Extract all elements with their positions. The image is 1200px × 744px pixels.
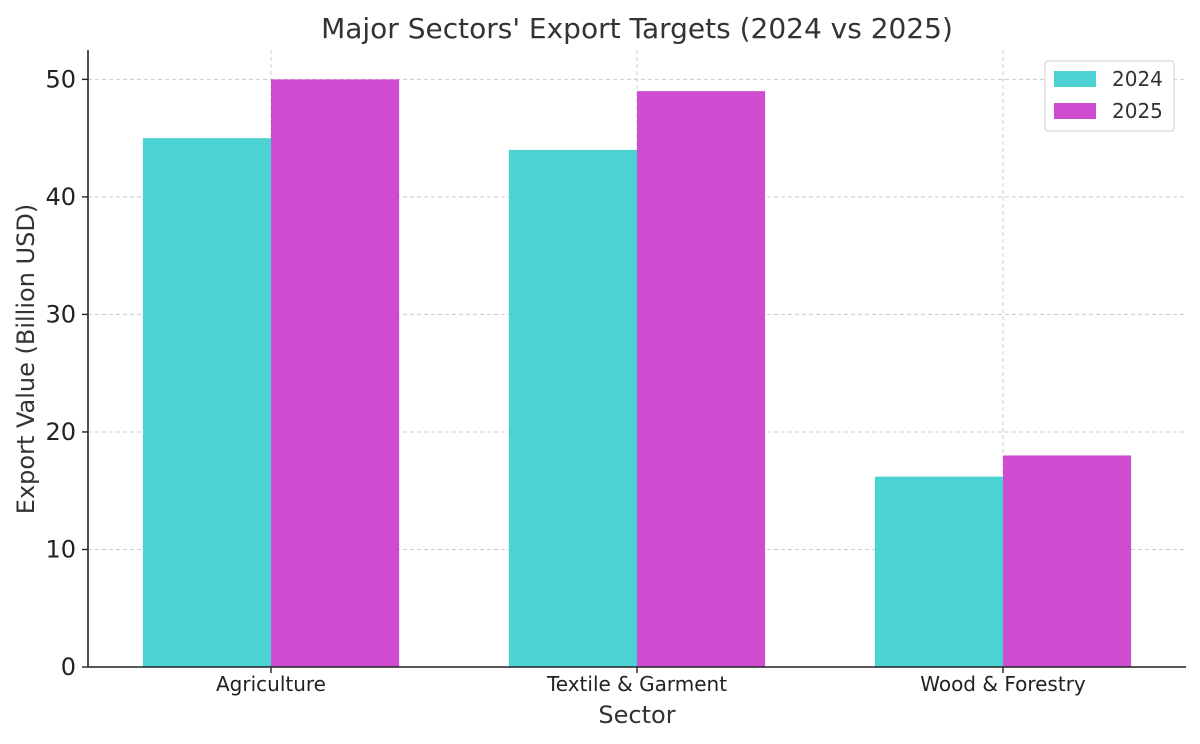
bar-2025-textile-garment <box>637 91 766 668</box>
legend-label-2024: 2024 <box>1112 67 1163 91</box>
y-tick-label-40: 40 <box>45 183 76 211</box>
y-tick-label-30: 30 <box>45 300 76 328</box>
x-ticks: Agriculture Textile & Garment Wood & Fores… <box>216 667 1086 696</box>
x-tick-label-wood-forestry: Wood & Forestry <box>920 672 1086 696</box>
bar-2024-textile-garment <box>508 149 637 667</box>
x-tick-label-textile-garment: Textile & Garment <box>546 672 727 696</box>
legend-swatch-2025 <box>1054 103 1096 119</box>
y-tick-label-10: 10 <box>45 535 76 563</box>
bar-2024-agriculture <box>142 138 271 668</box>
y-tick-label-50: 50 <box>45 65 76 93</box>
legend-label-2025: 2025 <box>1112 99 1163 123</box>
bar-2025-agriculture <box>271 79 400 667</box>
bar-2024-wood-forestry <box>874 476 1003 667</box>
y-tick-label-20: 20 <box>45 418 76 446</box>
y-axis-title: Export Value (Billion USD) <box>12 204 40 514</box>
x-axis-title: Sector <box>598 701 675 729</box>
y-ticks: 0 10 20 30 40 50 <box>45 65 88 681</box>
bar-2025-wood-forestry <box>1003 455 1132 667</box>
legend: 2024 2025 <box>1044 60 1175 132</box>
y-tick-label-0: 0 <box>61 653 76 681</box>
legend-swatch-2024 <box>1054 71 1096 87</box>
x-tick-label-agriculture: Agriculture <box>216 672 326 696</box>
chart-title: Major Sectors' Export Targets (2024 vs 2… <box>321 12 953 45</box>
bars <box>142 79 1132 668</box>
